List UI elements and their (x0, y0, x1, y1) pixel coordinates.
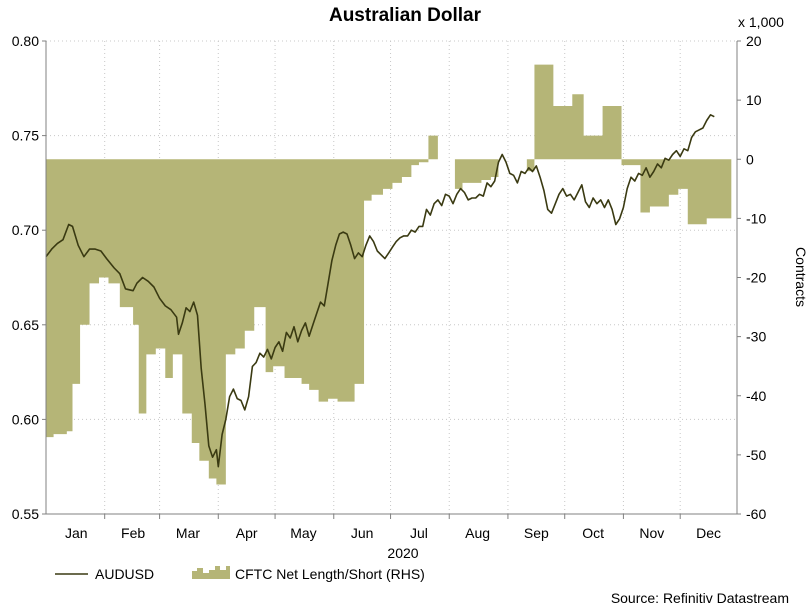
right-tick-label: 10 (746, 92, 762, 108)
right-tick-label: -30 (746, 329, 766, 345)
left-tick-label: 0.80 (12, 33, 39, 49)
audusd-line (45, 114, 715, 468)
month-label: Jul (410, 525, 428, 541)
legend-cftc-swatch (192, 566, 230, 579)
left-tick-label: 0.55 (12, 506, 39, 522)
left-tick-label: 0.60 (12, 411, 39, 427)
legend-cftc-label: CFTC Net Length/Short (RHS) (235, 566, 425, 582)
month-label: Jan (65, 525, 88, 541)
month-label: Apr (236, 525, 258, 541)
month-label: Aug (465, 525, 490, 541)
month-label: Mar (176, 525, 200, 541)
right-axis-label: Contracts (793, 247, 809, 307)
month-label: Sep (524, 525, 549, 541)
cftc-area-layer (46, 64, 732, 485)
left-tick-label: 0.75 (12, 128, 39, 144)
left-tick-label: 0.65 (12, 317, 39, 333)
month-label: Nov (639, 525, 664, 541)
right-multiplier-label: x 1,000 (738, 14, 784, 30)
legend-audusd-label: AUDUSD (95, 566, 154, 582)
right-tick-label: 0 (746, 151, 754, 167)
audusd-line-layer (45, 114, 715, 468)
right-tick-label: -50 (746, 447, 766, 463)
month-label: Dec (696, 525, 721, 541)
legend: AUDUSD CFTC Net Length/Short (RHS) (55, 566, 425, 582)
right-tick-label: -60 (746, 506, 766, 522)
chart-title: Australian Dollar (329, 5, 482, 26)
source-label: Source: Refinitiv Datastream (611, 590, 789, 606)
year-label: 2020 (387, 545, 418, 561)
right-tick-label: -10 (746, 210, 766, 226)
month-label: Oct (582, 525, 604, 541)
month-label: Feb (121, 525, 145, 541)
month-label: May (290, 525, 316, 541)
month-label: Jun (351, 525, 374, 541)
right-tick-label: -20 (746, 270, 766, 286)
left-tick-label: 0.70 (12, 222, 39, 238)
right-tick-label: -40 (746, 388, 766, 404)
right-tick-label: 20 (746, 33, 762, 49)
cftc-net-area (46, 64, 732, 485)
axes-layer: 0.55 0.60 0.65 0.70 0.75 0.80 -60 -50 -40 -30 -20 -… (12, 33, 767, 541)
